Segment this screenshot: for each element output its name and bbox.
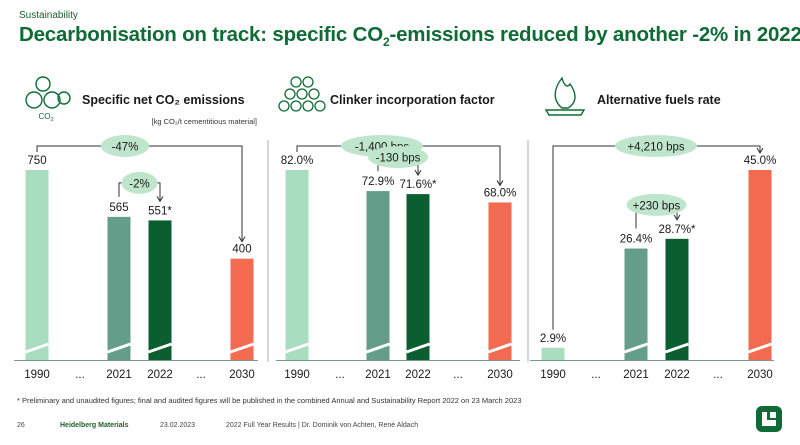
arrow-head [414,169,422,177]
data-label: 72.9% [362,176,395,188]
x-tick-label: 2022 [664,369,690,381]
total-change-label: +4,210 bps [627,142,684,154]
bar-1990 [25,170,49,360]
flame-icon [544,76,586,116]
x-tick-label: 2021 [365,369,391,381]
total-change-bracket [552,145,761,330]
x-tick-label: 2030 [229,369,255,381]
bar-2022 [406,194,430,360]
data-label: 750 [27,155,46,167]
bar-break-mark [665,342,689,354]
x-tick-label: 2021 [106,369,132,381]
chart-title: Specific net CO₂ emissions [82,93,245,107]
x-tick-label: 2022 [147,369,173,381]
section-label: Sustainability [19,10,78,21]
x-tick-label: 1990 [24,369,50,381]
footnote: * Preliminary and unaudited figures; fin… [17,396,522,405]
yoy-change-label: -130 bps [376,153,421,165]
chart-title: Clinker incorporation factor [330,93,495,107]
footer-date: 23.02.2023 [160,422,196,429]
chart-panel-2: Clinker incorporation factor 82.0% 1990...… [276,76,520,381]
x-tick-label: 1990 [540,369,566,381]
data-label: 400 [232,244,251,256]
unit-note: [kg CO₂/t cementitious material] [152,117,257,126]
chart-title: Alternative fuels rate [597,93,721,107]
x-tick-label: 1990 [284,369,310,381]
footer-presentation: 2022 Full Year Results | Dr. Dominik von… [226,422,419,429]
data-label: 71.6%* [399,179,437,191]
yoy-change-label: -2% [129,178,149,190]
bar-break-mark [285,342,309,354]
title-subscript: 2 [382,35,390,50]
x-tick-label: ... [196,369,206,381]
arrow-head [238,236,246,243]
arrow-head [673,214,681,221]
arrow-head [496,180,504,187]
x-tick-label: ... [453,369,463,381]
bar-2021 [624,248,648,360]
data-label: 28.7%* [658,224,696,236]
page-number: 26 [17,422,25,429]
data-label: 565 [109,202,128,214]
bar-2030 [230,258,254,360]
yoy-change-label: +230 bps [633,200,681,212]
bar-break-mark [148,342,172,354]
bar-2021 [366,191,390,360]
arrow-head [756,147,764,154]
heidelberg-logo-icon [756,406,782,432]
bar-break-mark [406,342,430,354]
bar-break-mark [230,342,254,354]
total-change-bubble [615,135,697,157]
title-part-2: -emissions reduced by another -2% in 202… [389,23,800,46]
bar-2022 [148,220,172,360]
total-change-label: -47% [112,142,139,154]
yoy-change-bubble [626,193,687,216]
x-tick-label: ... [591,369,601,381]
bar-break-mark [107,342,131,354]
co2-molecule-icon: CO2 [25,76,71,123]
total-change-bubble [101,135,149,157]
bar-break-mark [624,342,648,354]
x-tick-label: 2030 [747,369,773,381]
footer-brand: Heidelberg Materials [60,422,129,429]
bar-1990 [541,347,565,360]
data-label: 68.0% [484,187,517,199]
page-title: Decarbonisation on track: specific CO2-e… [19,23,800,49]
bar-2030 [488,202,512,360]
clinker-particles-icon [278,76,326,112]
arrow-head [156,196,164,203]
bar-break-mark [25,342,49,354]
bar-2021 [107,216,131,360]
charts-area: CO2 Specific net CO₂ emissions [kg CO₂/t c… [14,76,777,381]
data-label: 45.0% [744,155,777,167]
yoy-change-bubble [368,146,428,169]
data-label: 551* [148,205,172,217]
yoy-change-bubble [121,171,158,194]
x-tick-label: 2030 [487,369,513,381]
x-tick-label: ... [75,369,85,381]
chart-panel-1: CO2 Specific net CO₂ emissions [kg CO₂/t c… [14,76,258,381]
chart-panel-3: Alternative fuels rate 2.9% 1990 ... 26.4% 20… [530,76,777,381]
x-tick-label: 2022 [405,369,431,381]
x-tick-label: ... [713,369,723,381]
icon-caption: CO2 [38,112,53,123]
bar-break-mark [748,342,772,354]
bar-break-mark [366,342,390,354]
bar-break-mark [488,342,512,354]
bar-2030 [748,170,772,360]
title-part-1: Decarbonisation on track: specific CO [19,23,383,46]
data-label: 26.4% [620,234,653,246]
bar-2022 [665,238,689,360]
x-tick-label: 2021 [623,369,649,381]
data-label: 82.0% [281,155,314,167]
bar-1990 [285,170,309,360]
x-tick-label: ... [335,369,345,381]
data-label: 2.9% [540,333,566,345]
